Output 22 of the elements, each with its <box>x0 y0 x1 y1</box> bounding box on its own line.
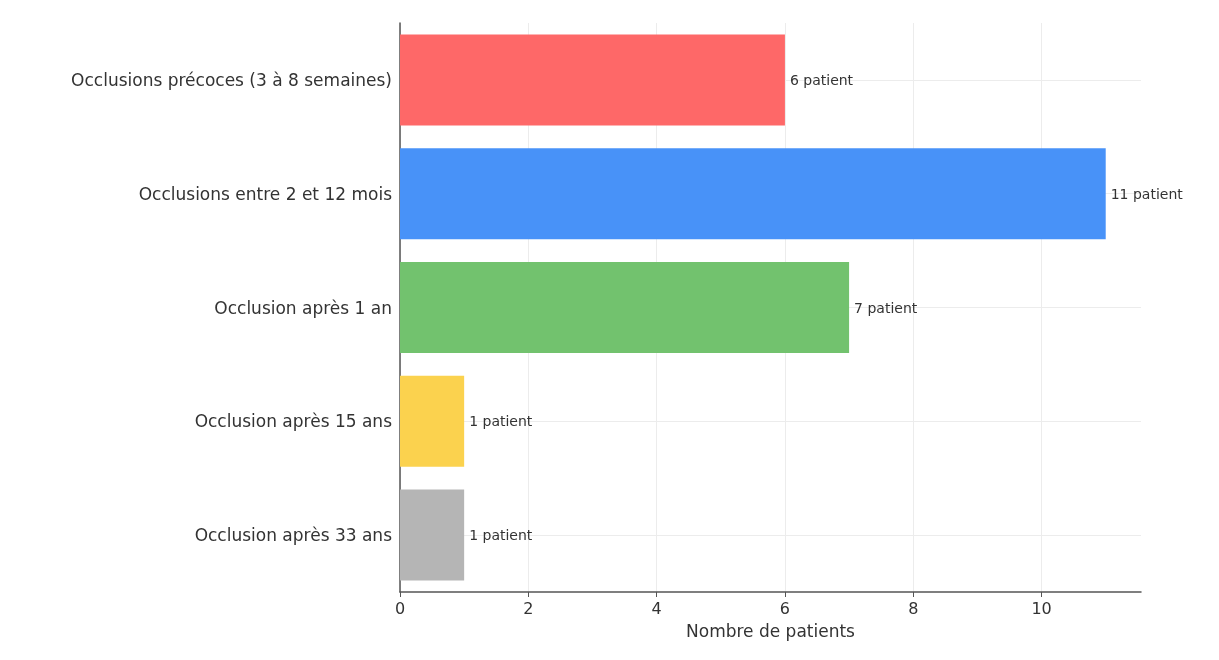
data-label: 1 patient <box>469 527 533 544</box>
x-tick-label: 10 <box>1031 598 1052 618</box>
bar <box>400 375 465 467</box>
y-tick-label: Occlusions précoces (3 à 8 semaines) <box>71 69 392 90</box>
x-tick-label: 4 <box>651 598 662 618</box>
bar <box>400 34 785 126</box>
y-tick-label: Occlusion après 15 ans <box>194 411 393 432</box>
data-label: 1 patient <box>469 413 533 430</box>
data-label: 6 patient <box>789 71 854 88</box>
y-tick-label: Occlusions entre 2 et 12 mois <box>138 183 393 204</box>
bar <box>400 261 850 354</box>
bar <box>400 489 465 581</box>
x-tick-label: 8 <box>908 598 919 618</box>
y-tick-label: Occlusion après 33 ans <box>194 525 393 546</box>
data-label: 7 patient <box>854 299 918 316</box>
x-tick-label: 0 <box>394 598 406 618</box>
data-label: 11 patient <box>1110 185 1184 202</box>
x-tick-label: 2 <box>523 598 534 618</box>
y-tick-label: Occlusion après 1 an <box>214 297 392 318</box>
x-axis-title: Nombre de patients <box>686 620 856 641</box>
bar <box>400 148 1106 240</box>
x-tick-label: 6 <box>779 598 791 618</box>
